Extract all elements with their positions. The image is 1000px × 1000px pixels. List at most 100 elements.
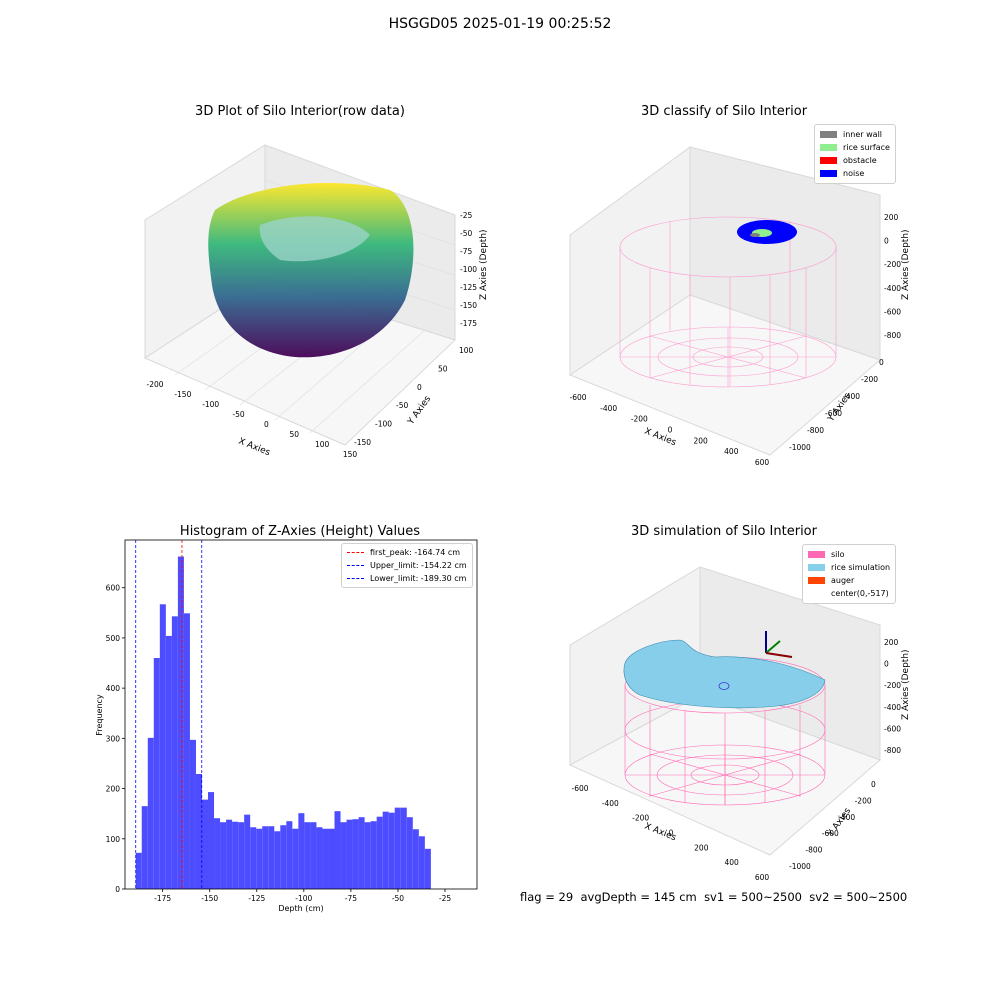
panel2-xlabel: X Axies <box>643 427 678 449</box>
tick-label: -800 <box>884 746 901 755</box>
tick-label: -150 <box>174 390 191 399</box>
legend-swatch <box>820 144 837 151</box>
legend-label: silo <box>831 550 845 559</box>
tick-label: -400 <box>884 703 901 712</box>
panel1-yticks: 100 50 0 -50 -100 -150 <box>354 346 474 447</box>
histogram-bar <box>232 821 239 889</box>
tick-label: -600 <box>884 724 901 733</box>
tick-label: -200 <box>855 796 872 805</box>
histogram-bar <box>244 814 251 889</box>
panel1-zlabel: Z Axies (Depth) <box>479 229 489 300</box>
histogram-bar <box>274 831 281 889</box>
legend-swatch <box>820 157 837 164</box>
panel1-xlabel: X Axies <box>237 437 272 459</box>
tick-label: -600 <box>884 307 901 316</box>
legend-item: Upper_limit: -154.22 cm <box>347 559 467 572</box>
tick-label: 600 <box>755 873 770 882</box>
panel1-plot: -200 -150 -100 -50 0 50 100 150 100 50 0 -50 -100 -1… <box>143 144 489 459</box>
histogram-bars <box>135 556 431 889</box>
x-tick-label: -150 <box>201 894 218 903</box>
panel2-zticks: 200 0 -200 -400 -600 -800 <box>884 213 901 340</box>
status-avg-depth: avgDepth = 145 cm <box>580 890 697 904</box>
tick-label: 150 <box>343 450 358 459</box>
legend-label: noise <box>843 169 865 178</box>
tick-label: -100 <box>202 400 219 409</box>
y-tick-label: 100 <box>106 835 121 844</box>
histogram-bar <box>400 807 407 889</box>
tick-label: -1000 <box>789 443 811 452</box>
histogram-bar <box>147 737 154 889</box>
status-sv1: sv1 = 500~2500 <box>704 890 802 904</box>
tick-label: -400 <box>838 813 855 822</box>
panel4-xlabel: X Axies <box>643 822 678 844</box>
histogram-bar <box>256 828 263 889</box>
histogram-bar <box>424 848 431 889</box>
histogram-bar <box>171 616 178 889</box>
histogram-bar <box>286 821 293 889</box>
panel2-zlabel: Z Axies (Depth) <box>901 229 911 300</box>
histogram-bar <box>183 613 190 889</box>
tick-label: -400 <box>843 392 860 401</box>
legend-item: Lower_limit: -189.30 cm <box>347 572 467 585</box>
histogram-bar <box>280 825 287 889</box>
y-tick-label: 500 <box>106 634 121 643</box>
tick-label: 50 <box>438 364 448 373</box>
histogram-bar <box>153 658 160 889</box>
histogram-bar <box>382 811 389 889</box>
tick-label: 200 <box>694 843 709 852</box>
panel4-auger-axis-x <box>765 652 793 658</box>
histogram-bar <box>268 826 275 889</box>
tick-label: -75 <box>460 247 472 256</box>
tick-label: -150 <box>354 438 371 447</box>
legend-item: obstacle <box>820 154 890 167</box>
histogram-bar <box>394 807 401 889</box>
legend-label: obstacle <box>843 156 877 165</box>
histogram-bar <box>310 822 317 889</box>
histogram-bar <box>226 819 233 889</box>
histogram-bar <box>412 829 419 889</box>
tick-label: -400 <box>884 284 901 293</box>
histogram-bar <box>292 828 299 889</box>
tick-label: -100 <box>460 265 477 274</box>
panel2-silo-wireframe <box>619 216 837 388</box>
tick-label: 600 <box>755 458 770 467</box>
panel3-plot: -175 -150 -125 -100 -75 -50 -25 0 100 200 300 400 5… <box>95 539 478 913</box>
tick-label: -600 <box>825 409 842 418</box>
y-tick-label: 300 <box>106 734 121 743</box>
legend-swatch <box>808 564 825 571</box>
status-sv2: sv2 = 500~2500 <box>809 890 908 904</box>
panel1-cloud-inner <box>259 216 370 262</box>
histogram-bar <box>165 635 172 889</box>
histogram-bar <box>159 604 166 889</box>
panel4-ylabel: Y Axies <box>826 806 854 839</box>
histogram-bar <box>189 739 196 889</box>
histogram-bar <box>208 792 215 889</box>
histogram-bar <box>358 817 365 889</box>
panel4-zticks: 200 0 -200 -400 -600 -800 <box>884 638 901 755</box>
panel2-xticks: -600 -400 -200 0 200 400 600 <box>569 393 769 467</box>
tick-label: 0 <box>668 426 673 435</box>
legend-label: center(0,-517) <box>831 589 889 598</box>
histogram-bar <box>214 818 221 889</box>
legend-label: auger <box>831 576 855 585</box>
tick-label: 200 <box>884 213 899 222</box>
legend-swatch <box>820 131 837 138</box>
tick-label: 50 <box>290 430 300 439</box>
histogram-bar <box>370 821 377 889</box>
panel1-ylabel: Y Axies <box>406 394 434 427</box>
legend-label: rice surface <box>843 143 890 152</box>
tick-label: -800 <box>805 846 822 855</box>
tick-label: -200 <box>884 260 901 269</box>
histogram-bar <box>177 556 184 889</box>
histogram-frame <box>124 539 478 890</box>
histogram-bar <box>328 828 335 889</box>
panel3-title: Histogram of Z-Axies (Height) Values <box>179 524 421 539</box>
legend-label: inner wall <box>843 130 883 139</box>
panel4-zlabel: Z Axies (Depth) <box>901 649 911 720</box>
tick-label: 0 <box>264 420 269 429</box>
tick-label: 200 <box>694 436 709 445</box>
tick-label: 100 <box>315 440 330 449</box>
tick-label: -200 <box>861 375 878 384</box>
